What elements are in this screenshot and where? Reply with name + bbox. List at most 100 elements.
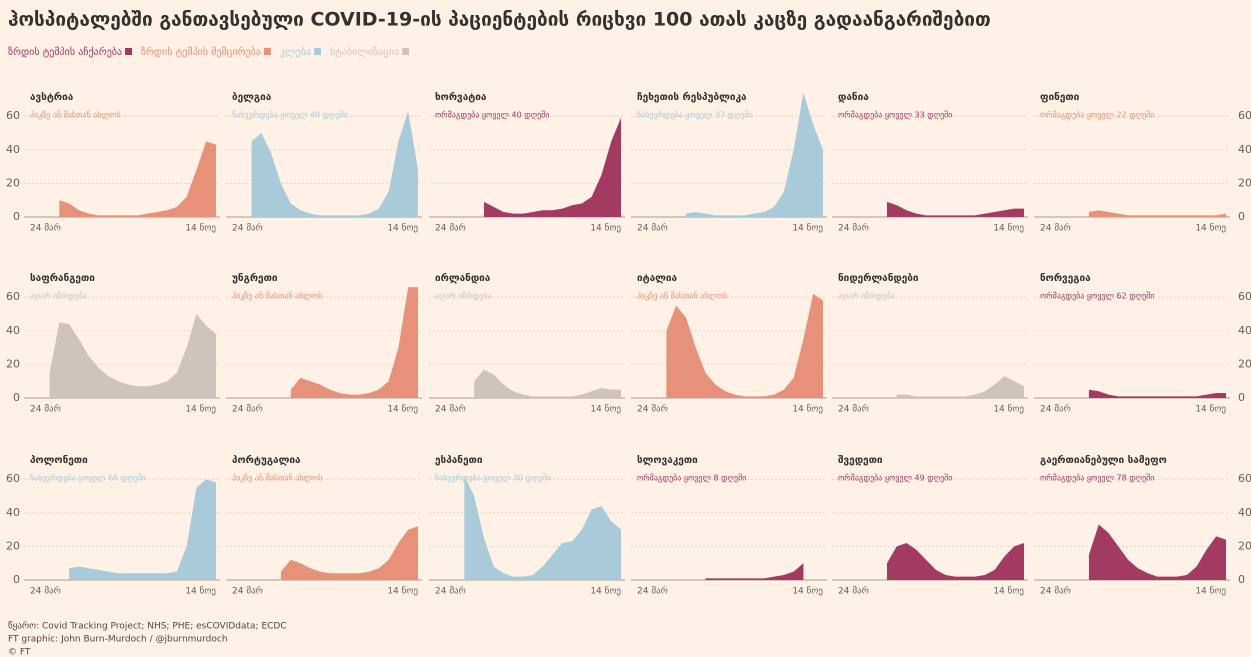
x-tick-label: 24 მარ — [30, 223, 61, 234]
x-tick-label: 24 მარ — [232, 404, 263, 415]
panel-title: დანია — [838, 91, 869, 103]
x-tick-label: 14 ნოე — [1195, 223, 1226, 234]
panel-subtitle: აღარ იზრდება — [435, 291, 492, 301]
panel-title: პოლონეთი — [30, 454, 88, 466]
y-tick-label: 0 — [13, 210, 20, 223]
area — [705, 563, 804, 580]
source-note: © FT — [8, 648, 31, 657]
y-tick-label: 40 — [6, 324, 20, 337]
panel-subtitle: ორმაგდება ყოველ 33 დღეში — [838, 110, 952, 120]
panel-subtitle: აღარ იზრდება — [30, 291, 87, 301]
panel-title: შვედეთი — [838, 454, 883, 466]
panel-subtitle: ორმაგდება ყოველ 62 დღეში — [1040, 291, 1154, 301]
area — [280, 526, 418, 580]
x-tick-label: 14 ნოე — [1195, 586, 1226, 597]
x-tick-label: 24 მარ — [1040, 223, 1071, 234]
x-tick-label: 24 მარ — [838, 404, 869, 415]
x-tick-label: 24 მარ — [1040, 404, 1071, 415]
source-note: წყარო: Covid Tracking Project; NHS; PHE;… — [8, 621, 287, 632]
area — [464, 475, 621, 580]
x-tick-label: 14 ნოე — [185, 404, 216, 415]
x-tick-label: 14 ნოე — [993, 586, 1024, 597]
x-tick-label: 24 მარ — [30, 586, 61, 597]
x-tick-label: 24 მარ — [232, 223, 263, 234]
x-tick-label: 14 ნოე — [792, 223, 823, 234]
y-tick-label: 60 — [1238, 290, 1251, 303]
y-tick-label: 60 — [1238, 472, 1251, 485]
panel-title: ჩეხეთის რესპუბლიკა — [637, 91, 747, 103]
panel-title: საფრანგეთი — [30, 272, 95, 284]
panel-title: სლოვაკეთი — [637, 454, 698, 466]
legend-label: სტაბილიზაცია — [330, 46, 399, 58]
legend-swatch — [314, 48, 322, 55]
x-tick-label: 24 მარ — [1040, 586, 1071, 597]
area — [886, 543, 1024, 580]
legend-label: ზრდის ტემპის შემცირება — [141, 46, 261, 58]
x-tick-label: 14 ნოე — [792, 404, 823, 415]
legend-label: კლება — [280, 46, 311, 58]
y-tick-label: 20 — [6, 176, 20, 189]
area — [886, 201, 1024, 217]
y-tick-label: 0 — [13, 573, 20, 586]
area — [290, 287, 418, 398]
legend-swatch — [263, 48, 271, 55]
y-tick-label: 60 — [6, 472, 20, 485]
panel-subtitle: ნახევრდება ყოველ 48 დღეში — [232, 110, 348, 120]
panel-subtitle: ორმაგდება ყოველ 8 დღეში — [637, 473, 746, 483]
panel-subtitle: ნახევრდება ყოველ 37 დღეში — [637, 110, 753, 120]
area — [483, 117, 621, 217]
panel-title: ნიდერლანდები — [838, 272, 919, 284]
x-tick-label: 24 მარ — [838, 586, 869, 597]
x-tick-label: 24 მარ — [838, 223, 869, 234]
y-tick-label: 0 — [1238, 573, 1245, 586]
area — [49, 314, 216, 398]
panel-subtitle: ორმაგდება ყოველ 40 დღეში — [435, 110, 549, 120]
area — [59, 141, 216, 217]
x-tick-label: 24 მარ — [232, 586, 263, 597]
x-tick-label: 24 მარ — [637, 586, 668, 597]
x-tick-label: 24 მარ — [435, 404, 466, 415]
area — [251, 111, 418, 217]
legend-label: ზრდის ტემპის აჩქარება — [8, 46, 122, 58]
y-tick-label: 20 — [6, 357, 20, 370]
panel-subtitle: პიკზე ან მასთან ახლოს — [30, 110, 121, 120]
area — [896, 376, 1024, 398]
y-tick-label: 0 — [1238, 210, 1245, 223]
panel-title: ესპანეთი — [435, 454, 483, 466]
panel-title: ნორვეგია — [1040, 272, 1091, 284]
x-tick-label: 24 მარ — [637, 404, 668, 415]
panel-title: გაერთიანებული სამეფო — [1040, 454, 1167, 466]
y-tick-label: 20 — [1238, 539, 1251, 552]
y-tick-label: 0 — [1238, 391, 1245, 404]
x-tick-label: 14 ნოე — [1195, 404, 1226, 415]
x-tick-label: 14 ნოე — [387, 404, 418, 415]
panel-subtitle: ნახევრდება ყოველ 66 დღეში — [30, 473, 146, 483]
y-tick-label: 20 — [1238, 357, 1251, 370]
x-tick-label: 14 ნოე — [387, 223, 418, 234]
x-tick-label: 24 მარ — [637, 223, 668, 234]
x-tick-label: 14 ნოე — [185, 223, 216, 234]
area — [1088, 210, 1226, 217]
y-tick-label: 40 — [1238, 324, 1251, 337]
panel-title: უნგრეთი — [232, 272, 278, 284]
y-tick-label: 40 — [6, 506, 20, 519]
x-tick-label: 24 მარ — [435, 223, 466, 234]
panel-title: პორტუგალია — [232, 454, 301, 466]
panel-title: იტალია — [637, 273, 678, 284]
y-tick-label: 40 — [1238, 143, 1251, 156]
y-tick-label: 0 — [13, 391, 20, 404]
legend-swatch — [125, 48, 133, 55]
panel-subtitle: აღარ იზრდება — [838, 291, 895, 301]
x-tick-label: 14 ნოე — [590, 223, 621, 234]
area — [685, 92, 823, 217]
area — [1088, 389, 1226, 398]
y-tick-label: 60 — [6, 109, 20, 122]
panel-subtitle: ორმაგდება ყოველ 22 დღეში — [1040, 110, 1154, 120]
panel-title: ირლანდია — [435, 272, 491, 284]
x-tick-label: 14 ნოე — [387, 586, 418, 597]
y-tick-label: 40 — [6, 143, 20, 156]
x-tick-label: 14 ნოე — [993, 404, 1024, 415]
y-tick-label: 20 — [6, 539, 20, 552]
panel-subtitle: ორმაგდება ყოველ 49 დღეში — [838, 473, 952, 483]
x-tick-label: 24 მარ — [435, 586, 466, 597]
